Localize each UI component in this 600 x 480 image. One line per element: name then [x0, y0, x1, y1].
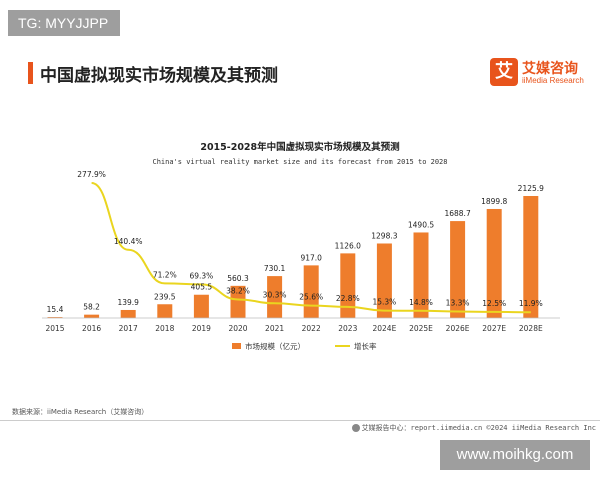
x-tick-2018: 2018	[155, 324, 174, 333]
x-tick-2017: 2017	[119, 324, 138, 333]
bar-label-2015: 15.4	[47, 305, 64, 314]
logo-name-en: iiMedia Research	[522, 76, 584, 85]
x-tick-2015: 2015	[45, 324, 64, 333]
x-tick-2020: 2020	[228, 324, 247, 333]
bar-2021	[267, 276, 283, 318]
bar-2023	[340, 253, 356, 318]
bar-label-2018: 239.5	[154, 292, 176, 301]
footer-label: 艾媒报告中心：report.iimedia.cn ©2024 iiMedia R…	[361, 424, 596, 432]
bar-2026E	[450, 221, 466, 318]
legend-line-label: 增长率	[354, 341, 377, 351]
bar-2025E	[413, 232, 429, 318]
x-tick-2027E: 2027E	[482, 324, 506, 333]
bar-label-2028E: 2125.9	[518, 184, 544, 193]
bars-layer	[47, 196, 539, 318]
growth-label-2019: 69.3%	[189, 271, 213, 280]
x-tick-2019: 2019	[192, 324, 211, 333]
bar-label-2026E: 1688.7	[444, 209, 470, 218]
x-tick-2024E: 2024E	[372, 324, 396, 333]
x-tick-2028E: 2028E	[519, 324, 543, 333]
legend-bar-label: 市场规模（亿元）	[245, 341, 305, 351]
title-accent-bar	[28, 62, 33, 84]
x-tick-2022: 2022	[302, 324, 321, 333]
site-watermark: www.moihkg.com	[440, 440, 590, 470]
bar-label-2025E: 1490.5	[408, 220, 434, 229]
growth-line-layer	[91, 182, 531, 314]
bar-label-2023: 1126.0	[335, 241, 361, 250]
page-title: 中国虚拟现实市场规模及其预测	[40, 66, 278, 86]
bar-2018	[157, 304, 173, 318]
market-size-chart: 2015-2028年中国虚拟现实市场规模及其预测 China's virtual…	[42, 141, 560, 351]
bar-label-2016: 58.2	[83, 303, 100, 312]
footer-text: 艾媒报告中心：report.iimedia.cn ©2024 iiMedia R…	[351, 423, 596, 433]
growth-rate-line	[91, 182, 531, 314]
x-tick-2026E: 2026E	[446, 324, 470, 333]
logo-name: 艾媒咨询	[522, 61, 578, 77]
x-tick-2025E: 2025E	[409, 324, 433, 333]
bar-2019	[193, 294, 209, 318]
growth-label-2017: 140.4%	[114, 237, 143, 246]
logo-mark-icon: 艾	[490, 58, 518, 86]
brand-logo: 艾 艾媒咨询 iiMedia Research	[490, 58, 595, 90]
bar-2015	[47, 317, 63, 318]
growth-label-2020: 38.2%	[226, 286, 250, 295]
chart-title: 2015-2028年中国虚拟现实市场规模及其预测	[200, 141, 400, 153]
x-axis-ticks: 2015 2016 2017 2018 2019 2020 2021 2022 2023 2024…	[45, 324, 543, 333]
growth-label-2021: 30.3%	[263, 290, 287, 299]
bar-label-2020: 560.3	[227, 274, 249, 283]
chart-legend: 市场规模（亿元） 增长率	[232, 341, 377, 351]
growth-label-2026E: 13.3%	[446, 299, 470, 308]
growth-label-2027E: 12.5%	[482, 299, 506, 308]
bar-label-2017: 139.9	[117, 298, 139, 307]
x-tick-2023: 2023	[338, 324, 357, 333]
growth-label-2024E: 15.3%	[372, 298, 396, 307]
bar-2016	[84, 314, 100, 318]
bar-2024E	[376, 243, 392, 318]
labels-layer: 15.4 58.2 139.9 239.5 405.5 560.3 730.1 917.0 11…	[47, 170, 544, 314]
bar-label-2019: 405.5	[191, 283, 213, 292]
bar-2020	[230, 285, 246, 318]
source-note: 数据来源：iiMedia Research（艾媒咨询）	[12, 408, 149, 416]
growth-label-2023: 22.8%	[336, 294, 360, 303]
bar-label-2022: 917.0	[300, 253, 322, 262]
chart-subtitle: China's virtual reality market size and …	[152, 158, 447, 166]
bar-label-2027E: 1899.8	[481, 197, 507, 206]
growth-label-2016: 277.9%	[77, 170, 106, 179]
growth-label-2018: 71.2%	[153, 270, 177, 279]
report-center-icon	[351, 424, 360, 432]
growth-label-2028E: 11.9%	[519, 299, 543, 308]
channel-tag: TG: MYYJJPP	[8, 10, 121, 36]
footer-divider	[0, 420, 600, 421]
bar-label-2021: 730.1	[264, 264, 286, 273]
x-tick-2021: 2021	[265, 324, 284, 333]
x-tick-2016: 2016	[82, 324, 101, 333]
bar-2017	[120, 309, 136, 318]
bar-2028E	[523, 196, 539, 318]
legend-bar-swatch	[232, 343, 241, 349]
growth-label-2025E: 14.8%	[409, 298, 433, 307]
bar-label-2024E: 1298.3	[371, 231, 397, 240]
bar-2027E	[486, 208, 502, 318]
growth-label-2022: 25.6%	[299, 293, 323, 302]
